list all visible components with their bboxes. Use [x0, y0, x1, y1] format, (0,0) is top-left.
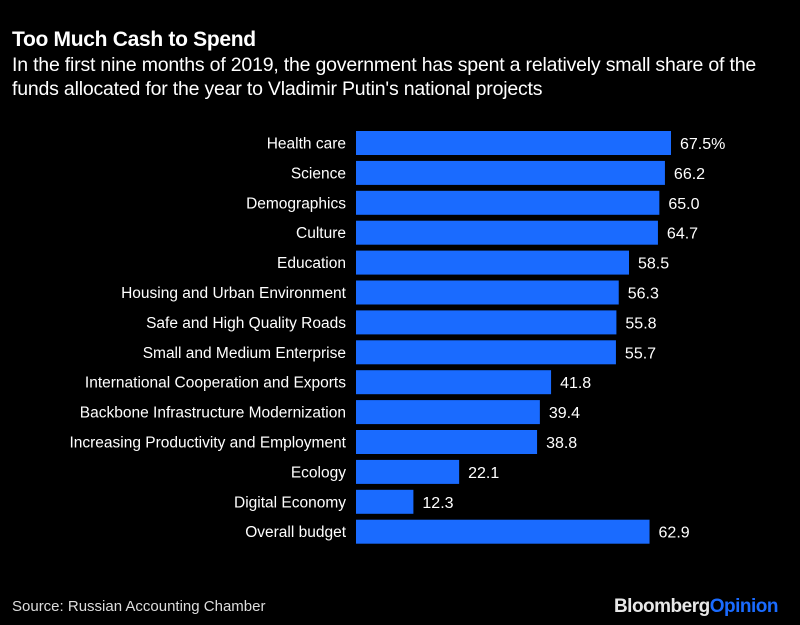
bar [356, 280, 619, 305]
logo-product: Opinion [709, 596, 779, 617]
value-label: 41.8 [560, 375, 591, 392]
category-label: Backbone Infrastructure Modernization [80, 405, 346, 422]
bar [356, 400, 540, 425]
category-label: International Cooperation and Exports [85, 375, 346, 392]
category-label: Increasing Productivity and Employment [69, 435, 346, 452]
value-label: 65.0 [668, 196, 699, 213]
bar [356, 310, 617, 335]
value-label: 66.2 [674, 166, 705, 183]
value-label: 22.1 [468, 465, 499, 482]
source-note: Source: Russian Accounting Chamber [12, 598, 266, 615]
value-label: 56.3 [628, 286, 659, 303]
value-label: 12.3 [422, 495, 453, 512]
category-label: Education [277, 255, 346, 272]
bar [356, 160, 665, 185]
bar [356, 190, 660, 215]
bar [356, 459, 460, 484]
bar [356, 131, 671, 155]
bar [356, 250, 629, 275]
category-label: Digital Economy [234, 494, 346, 511]
category-label: Housing and Urban Environment [121, 285, 347, 302]
bloomberg-opinion-logo: BloombergOpinion [613, 596, 779, 618]
category-label: Small and Medium Enterprise [143, 345, 346, 362]
category-label: Safe and High Quality Roads [146, 315, 346, 332]
bar [356, 430, 538, 454]
value-label: 62.9 [659, 525, 690, 542]
bar [356, 489, 414, 514]
value-label: 55.7 [625, 345, 656, 362]
value-label: 58.5 [638, 256, 669, 273]
bar-chart: Health care 67.5% Science 66.2 Demographics 6… [69, 131, 725, 544]
bar [356, 340, 616, 365]
value-label: 67.5% [680, 136, 725, 153]
category-label: Ecology [291, 464, 346, 481]
category-label: Culture [296, 225, 346, 242]
value-label: 64.7 [667, 226, 698, 243]
category-label: Health care [267, 136, 346, 153]
value-label: 39.4 [549, 405, 580, 422]
value-label: 55.8 [625, 315, 656, 332]
bar [356, 370, 552, 395]
value-label: 38.8 [546, 435, 577, 452]
bar [356, 519, 650, 544]
category-label: Demographics [246, 195, 346, 212]
category-label: Science [291, 165, 346, 182]
category-label: Overall budget [245, 524, 347, 541]
logo-brand: Bloomberg [613, 596, 710, 617]
chart-subtitle: In the first nine months of 2019, the go… [12, 54, 757, 100]
bar [356, 220, 658, 245]
chart-title: Too Much Cash to Spend [12, 28, 256, 51]
